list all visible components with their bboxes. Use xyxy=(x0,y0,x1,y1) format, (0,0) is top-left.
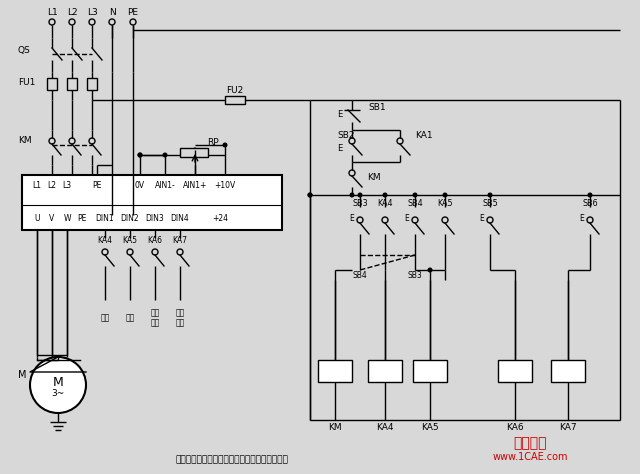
Text: KA7: KA7 xyxy=(559,422,577,431)
Text: SB2: SB2 xyxy=(337,130,355,139)
Text: DIN1: DIN1 xyxy=(96,213,115,222)
Circle shape xyxy=(193,148,197,152)
Circle shape xyxy=(383,193,387,197)
Text: SB4: SB4 xyxy=(407,199,423,208)
Circle shape xyxy=(350,193,354,197)
Bar xyxy=(413,360,447,382)
Text: L1: L1 xyxy=(33,181,42,190)
Text: 反向
点动: 反向 点动 xyxy=(175,308,184,328)
Text: KA7: KA7 xyxy=(173,236,188,245)
Text: SB4: SB4 xyxy=(353,271,367,280)
Text: KM: KM xyxy=(328,422,342,431)
Circle shape xyxy=(308,193,312,197)
Text: U: U xyxy=(35,213,40,222)
Circle shape xyxy=(308,193,312,197)
Circle shape xyxy=(138,153,142,157)
Text: SB1: SB1 xyxy=(368,102,386,111)
Text: N: N xyxy=(109,8,115,17)
Text: L2: L2 xyxy=(67,8,77,17)
Text: DIN3: DIN3 xyxy=(146,213,164,222)
Text: 使用变频器的异步电动机可逆调速系统控制线路: 使用变频器的异步电动机可逆调速系统控制线路 xyxy=(175,456,289,465)
Text: KA4: KA4 xyxy=(97,236,113,245)
Text: L1: L1 xyxy=(47,8,58,17)
Circle shape xyxy=(30,357,86,413)
Text: E: E xyxy=(349,213,355,222)
Text: www.1CAE.com: www.1CAE.com xyxy=(492,452,568,462)
Text: E: E xyxy=(337,109,342,118)
Text: SB6: SB6 xyxy=(582,199,598,208)
Bar xyxy=(551,360,585,382)
Text: KA5: KA5 xyxy=(437,199,453,208)
Text: 反转: 反转 xyxy=(125,313,134,322)
Text: DIN4: DIN4 xyxy=(171,213,189,222)
Bar xyxy=(180,148,208,157)
Text: E: E xyxy=(337,144,342,153)
Text: RP: RP xyxy=(207,137,219,146)
Text: KA1: KA1 xyxy=(415,130,433,139)
Text: W: W xyxy=(63,213,71,222)
Text: 3~: 3~ xyxy=(51,389,65,398)
Text: +24: +24 xyxy=(212,213,228,222)
Text: AIN1+: AIN1+ xyxy=(183,181,207,190)
Text: M: M xyxy=(18,370,26,380)
Bar xyxy=(22,175,282,230)
Text: E: E xyxy=(479,213,484,222)
Text: V: V xyxy=(49,213,54,222)
Circle shape xyxy=(488,193,492,197)
Text: L2: L2 xyxy=(47,181,56,190)
Text: DIN2: DIN2 xyxy=(121,213,140,222)
Bar xyxy=(47,78,57,90)
Circle shape xyxy=(588,193,592,197)
Text: PE: PE xyxy=(92,181,102,190)
Bar xyxy=(498,360,532,382)
Text: E: E xyxy=(580,213,584,222)
Text: SB3: SB3 xyxy=(352,199,368,208)
Text: KA4: KA4 xyxy=(377,199,393,208)
Text: L3: L3 xyxy=(86,8,97,17)
Circle shape xyxy=(163,153,167,157)
Text: QS: QS xyxy=(18,46,31,55)
Text: 仿真在线: 仿真在线 xyxy=(513,436,547,450)
Text: 正向
点动: 正向 点动 xyxy=(150,308,159,328)
Circle shape xyxy=(138,153,142,157)
Text: M: M xyxy=(52,375,63,389)
Bar xyxy=(225,96,245,104)
Circle shape xyxy=(428,268,432,272)
Bar xyxy=(368,360,402,382)
Text: 正转: 正转 xyxy=(100,313,109,322)
Text: KM: KM xyxy=(18,136,31,145)
Text: KA4: KA4 xyxy=(376,422,394,431)
Circle shape xyxy=(358,193,362,197)
Text: KA5: KA5 xyxy=(421,422,439,431)
Text: PE: PE xyxy=(77,213,86,222)
Text: 0V: 0V xyxy=(135,181,145,190)
Text: KA6: KA6 xyxy=(506,422,524,431)
Bar xyxy=(87,78,97,90)
Circle shape xyxy=(223,143,227,147)
Circle shape xyxy=(443,193,447,197)
Text: FU2: FU2 xyxy=(227,85,244,94)
Text: KA6: KA6 xyxy=(147,236,163,245)
Text: L3: L3 xyxy=(63,181,72,190)
Bar xyxy=(318,360,352,382)
Text: E: E xyxy=(404,213,410,222)
Text: SB5: SB5 xyxy=(482,199,498,208)
Text: PE: PE xyxy=(127,8,138,17)
Text: KM: KM xyxy=(367,173,381,182)
Text: KA5: KA5 xyxy=(122,236,138,245)
Text: FU1: FU1 xyxy=(18,78,35,86)
Text: +10V: +10V xyxy=(214,181,236,190)
Circle shape xyxy=(413,193,417,197)
Text: AIN1-: AIN1- xyxy=(155,181,175,190)
Text: SB3: SB3 xyxy=(408,271,422,280)
Bar xyxy=(67,78,77,90)
